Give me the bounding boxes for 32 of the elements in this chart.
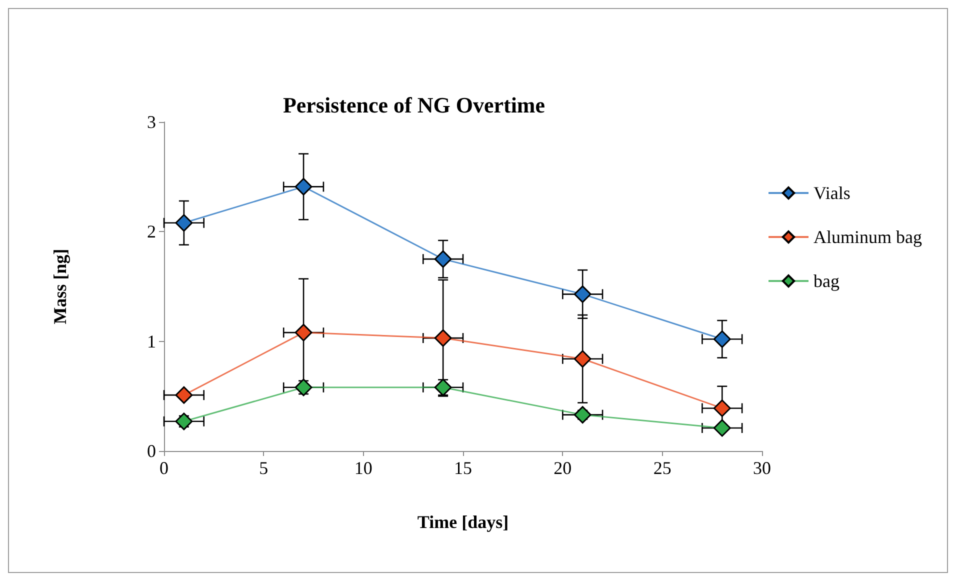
x-tick-label: 20 xyxy=(554,458,572,478)
point xyxy=(713,330,731,348)
x-tick-label: 30 xyxy=(753,458,771,478)
point xyxy=(175,214,193,232)
legend-label: bag xyxy=(814,271,840,291)
point xyxy=(713,419,731,437)
point xyxy=(434,378,452,396)
point xyxy=(175,412,193,430)
x-tick-label: 5 xyxy=(259,458,268,478)
x-tick-label: 15 xyxy=(454,458,472,478)
legend-label: Vials xyxy=(814,183,850,203)
y-tick-label: 1 xyxy=(147,331,156,352)
point xyxy=(175,386,193,404)
x-tick-label: 0 xyxy=(160,458,168,478)
point xyxy=(294,178,312,196)
point xyxy=(574,350,592,368)
point xyxy=(713,399,731,417)
point xyxy=(434,250,452,268)
point xyxy=(294,324,312,342)
chart-title: Persistence of NG Overtime xyxy=(282,92,546,118)
point xyxy=(574,406,592,424)
y-axis-title: Mass [ng] xyxy=(50,248,70,324)
point xyxy=(434,329,452,347)
x-axis-title: Time [days] xyxy=(417,512,509,532)
x-tick-label: 25 xyxy=(653,458,672,478)
point xyxy=(294,378,312,396)
x-tick-label: 10 xyxy=(354,458,372,478)
y-tick-label: 3 xyxy=(147,112,156,132)
legend-label: Aluminum bag xyxy=(814,227,922,247)
point xyxy=(574,285,592,303)
y-tick-label: 2 xyxy=(147,222,156,242)
y-tick-label: 0 xyxy=(147,441,156,461)
